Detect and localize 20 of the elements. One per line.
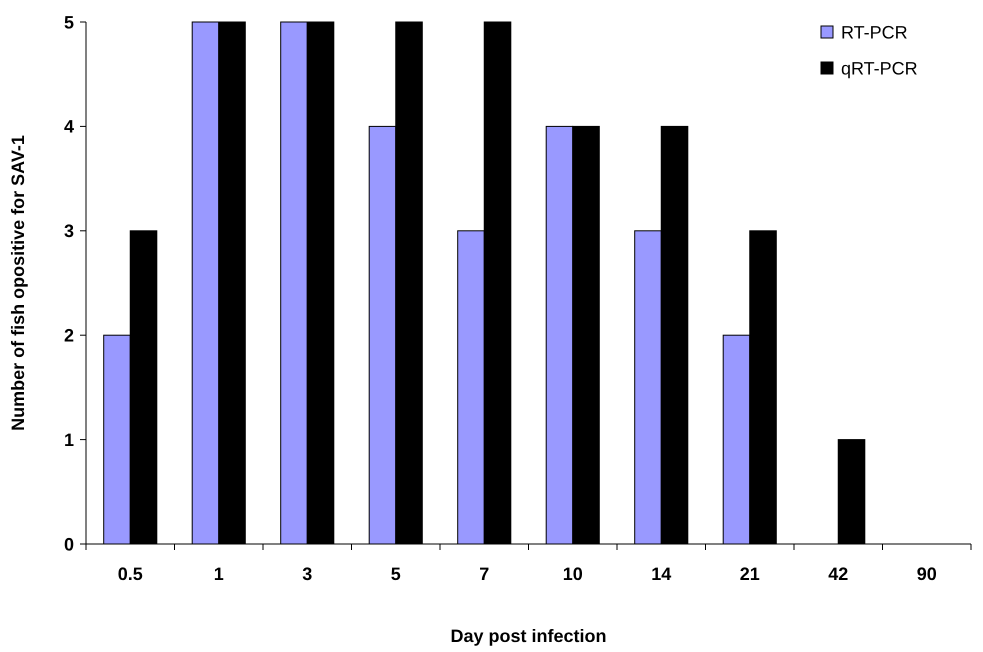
x-tick-label: 10 <box>562 564 583 584</box>
x-tick-label: 42 <box>828 564 848 584</box>
y-tick-label: 2 <box>64 326 74 346</box>
x-tick-label: 21 <box>740 564 760 584</box>
y-tick-label: 3 <box>64 221 74 242</box>
y-tick-label: 1 <box>64 430 74 450</box>
x-tick-label: 7 <box>479 564 490 584</box>
x-tick-label: 14 <box>651 564 672 584</box>
legend-label: qRT-PCR <box>841 58 918 78</box>
y-axis-title: Number of fish opositive for SAV-1 <box>8 135 28 431</box>
x-tick-label: 1 <box>214 564 224 584</box>
x-axis-title: Day post infection <box>450 626 607 646</box>
x-tick-label: 5 <box>390 564 401 584</box>
y-tick-label: 5 <box>64 12 74 32</box>
x-tick-label: 90 <box>916 564 937 584</box>
x-tick-label: 3 <box>302 564 312 584</box>
y-tick-label: 4 <box>64 116 74 137</box>
y-tick-label: 0 <box>64 534 74 554</box>
x-tick-label: 0.5 <box>118 564 143 584</box>
legend-label: RT-PCR <box>841 22 908 42</box>
